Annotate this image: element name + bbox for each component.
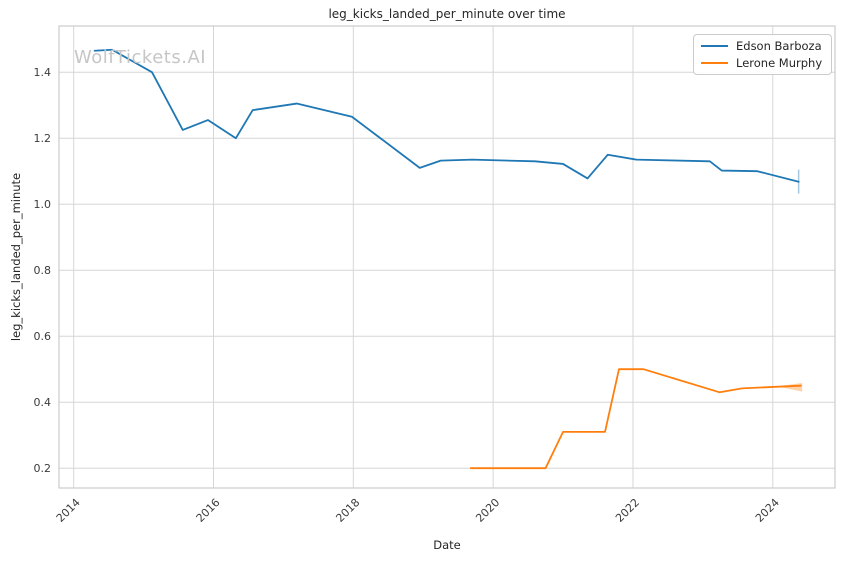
x-tick-label: 2014 <box>54 496 83 525</box>
series-line <box>93 48 800 183</box>
y-tick-label: 0.8 <box>34 264 52 277</box>
y-tick-label: 1.2 <box>34 132 52 145</box>
y-tick-label: 0.4 <box>34 396 52 409</box>
x-axis-label: Date <box>433 538 461 552</box>
x-tick-label: 2022 <box>613 496 642 525</box>
x-tick-label: 2020 <box>473 496 502 525</box>
line-swatch-icon <box>701 62 728 65</box>
x-tick-label: 2024 <box>753 496 782 525</box>
axes-spines <box>58 25 836 489</box>
line-swatch-icon <box>701 44 728 47</box>
chart-title: leg_kicks_landed_per_minute over time <box>328 7 566 21</box>
x-tick-label: 2018 <box>333 496 362 525</box>
y-axis-label: leg_kicks_landed_per_minute <box>9 172 23 342</box>
legend-label: Edson Barboza <box>736 38 822 53</box>
y-tick-label: 1.0 <box>34 198 52 211</box>
watermark: WolfTickets.AI <box>74 47 207 68</box>
y-tick-label: 0.6 <box>34 330 52 343</box>
legend: Edson Barboza Lerone Murphy <box>693 34 832 75</box>
legend-label: Lerone Murphy <box>736 56 823 71</box>
legend-entry: Edson Barboza <box>701 37 823 54</box>
series-line <box>469 368 802 470</box>
y-tick-label: 0.2 <box>34 462 52 475</box>
y-tick-label: 1.4 <box>34 66 52 79</box>
x-tick-label: 2016 <box>194 496 223 525</box>
legend-entry: Lerone Murphy <box>701 55 823 72</box>
